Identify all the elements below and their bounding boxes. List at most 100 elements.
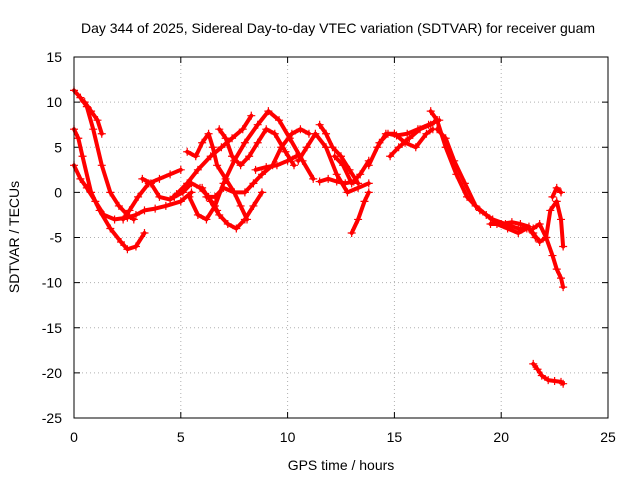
data-point bbox=[559, 242, 568, 251]
data-point bbox=[240, 138, 249, 147]
data-point bbox=[114, 201, 123, 210]
data-point bbox=[347, 179, 356, 188]
data-point bbox=[311, 129, 320, 138]
data-point bbox=[245, 152, 254, 161]
y-tick-label: 10 bbox=[46, 94, 62, 110]
data-point bbox=[210, 192, 219, 201]
data-point bbox=[354, 215, 363, 224]
data-point bbox=[187, 179, 196, 188]
series-track bbox=[435, 127, 529, 235]
data-point bbox=[198, 138, 207, 147]
data-point bbox=[76, 93, 85, 102]
data-point bbox=[557, 188, 566, 197]
data-point bbox=[125, 206, 134, 215]
data-point bbox=[123, 245, 132, 254]
data-point bbox=[559, 379, 568, 388]
data-point bbox=[497, 219, 506, 228]
data-point bbox=[272, 161, 281, 170]
data-point bbox=[151, 204, 160, 213]
data-point bbox=[76, 174, 85, 183]
data-point bbox=[253, 120, 262, 129]
data-point bbox=[364, 161, 373, 170]
series-arc-14 bbox=[294, 129, 373, 197]
data-point bbox=[450, 156, 459, 165]
data-point bbox=[106, 224, 115, 233]
data-point bbox=[550, 376, 559, 385]
data-point bbox=[392, 131, 401, 140]
data-point bbox=[537, 371, 546, 380]
data-point bbox=[223, 219, 232, 228]
data-point bbox=[529, 359, 538, 368]
data-point bbox=[187, 188, 196, 197]
series-arc-10 bbox=[202, 125, 313, 201]
series-track bbox=[185, 131, 249, 222]
data-point bbox=[257, 188, 266, 197]
data-point bbox=[332, 177, 341, 186]
data-point bbox=[507, 218, 516, 227]
data-point bbox=[426, 120, 435, 129]
data-point bbox=[471, 201, 480, 210]
data-point bbox=[524, 222, 533, 231]
data-point bbox=[166, 170, 175, 179]
series-arc-28 bbox=[529, 359, 568, 388]
x-tick-label: 25 bbox=[600, 429, 616, 445]
data-point bbox=[373, 143, 382, 152]
data-point bbox=[529, 224, 538, 233]
data-point bbox=[155, 174, 164, 183]
data-point bbox=[78, 152, 87, 161]
data-point bbox=[503, 224, 512, 233]
data-point bbox=[383, 129, 392, 138]
series-arc-6 bbox=[138, 111, 256, 204]
series-arc-4 bbox=[80, 98, 106, 138]
data-point bbox=[441, 134, 450, 143]
series-track bbox=[388, 118, 440, 159]
data-point bbox=[93, 116, 102, 125]
data-point bbox=[375, 138, 384, 147]
data-point bbox=[198, 183, 207, 192]
axis-ticks: 0 5 10 15 20 25 15 10 5 0 -5 -10 -15 -20 -25 bbox=[42, 49, 616, 445]
data-point bbox=[332, 170, 341, 179]
data-point bbox=[217, 143, 226, 152]
data-point bbox=[264, 107, 273, 116]
data-point bbox=[208, 143, 217, 152]
data-point bbox=[514, 228, 523, 237]
y-tick-label: -20 bbox=[42, 365, 62, 381]
data-point bbox=[247, 111, 256, 120]
series-arc-8 bbox=[183, 129, 252, 224]
data-point bbox=[411, 143, 420, 152]
y-tick-label: -5 bbox=[50, 230, 63, 246]
data-point bbox=[82, 183, 91, 192]
data-point bbox=[221, 134, 230, 143]
data-point bbox=[324, 174, 333, 183]
data-point bbox=[230, 188, 239, 197]
series-track bbox=[121, 167, 183, 222]
series-arc-22 bbox=[426, 107, 540, 242]
series-track bbox=[82, 100, 104, 136]
data-point bbox=[87, 107, 96, 116]
data-point bbox=[546, 206, 555, 215]
data-point bbox=[138, 174, 147, 183]
data-point bbox=[202, 215, 211, 224]
series-track bbox=[366, 127, 435, 168]
y-tick-label: 5 bbox=[54, 139, 62, 155]
data-point bbox=[559, 283, 568, 292]
data-point bbox=[322, 129, 331, 138]
y-tick-label: 15 bbox=[46, 49, 62, 65]
data-point bbox=[364, 179, 373, 188]
data-point bbox=[403, 129, 412, 138]
y-tick-label: -15 bbox=[42, 320, 62, 336]
x-tick-label: 15 bbox=[387, 429, 403, 445]
data-point bbox=[535, 238, 544, 247]
data-point bbox=[433, 116, 442, 125]
data-point bbox=[416, 125, 425, 134]
data-point bbox=[236, 201, 245, 210]
series-arc-25 bbox=[529, 197, 568, 251]
data-point bbox=[170, 192, 179, 201]
series-layer bbox=[70, 86, 568, 388]
data-point bbox=[249, 179, 258, 188]
data-point bbox=[557, 215, 566, 224]
data-point bbox=[270, 129, 279, 138]
data-point bbox=[552, 265, 561, 274]
data-point bbox=[548, 192, 557, 201]
